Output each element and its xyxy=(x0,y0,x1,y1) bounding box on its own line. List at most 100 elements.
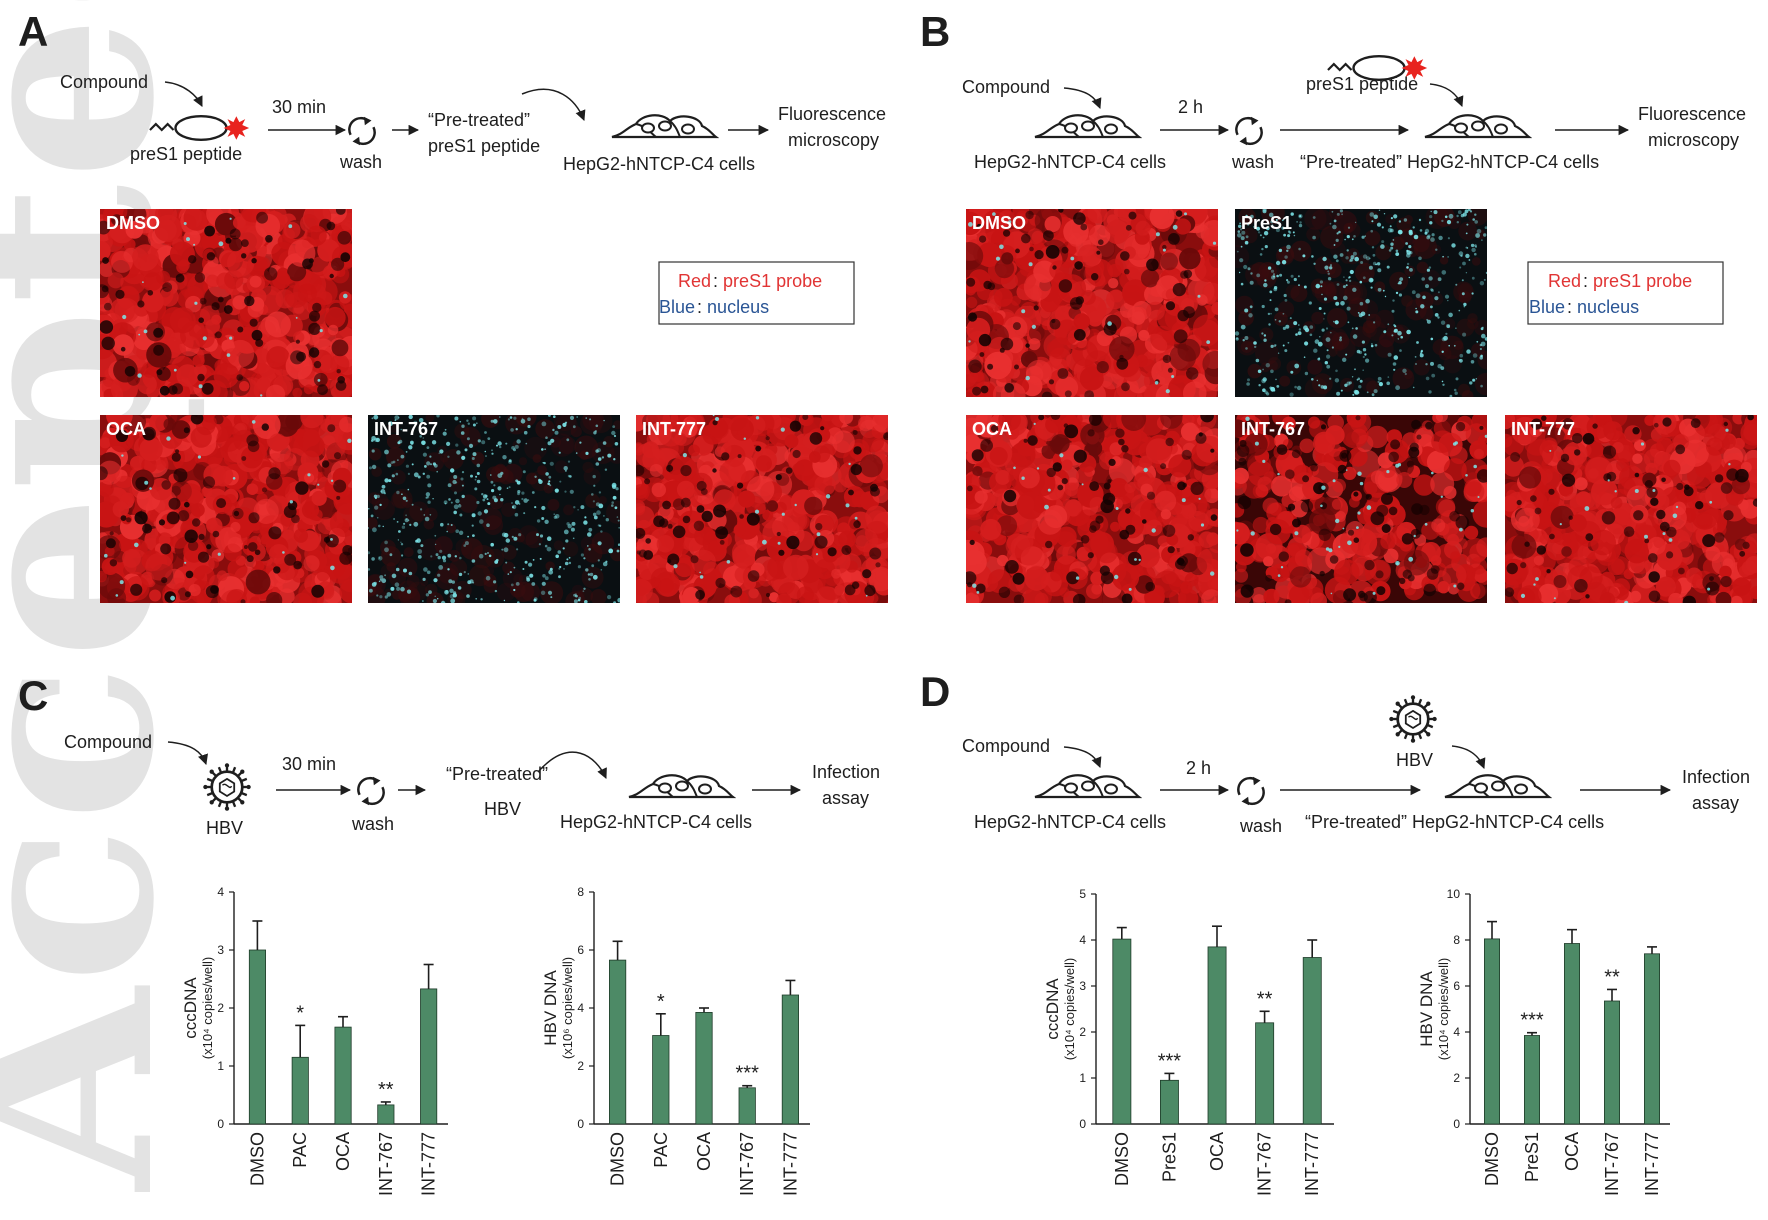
x-category-label: DMSO xyxy=(1112,1132,1132,1186)
bar-oca xyxy=(334,1026,352,1125)
micrograph-b-int-777: INT-777 xyxy=(1505,415,1757,603)
a-time-label: 30 min xyxy=(272,97,326,117)
panel-d: D Compound HepG2-hNTCP-C4 cells 2 h wash… xyxy=(920,668,1750,836)
micrograph-b-int-767: INT-767 xyxy=(1235,415,1487,603)
x-category-label: OCA xyxy=(1207,1132,1227,1171)
x-category-label: INT-777 xyxy=(419,1132,439,1196)
y-tick-label: 5 xyxy=(1079,887,1086,901)
a-legend-sep-1: : xyxy=(713,271,718,291)
micrograph-a-int-777: INT-777 xyxy=(636,415,888,603)
x-category-label: OCA xyxy=(694,1132,714,1171)
x-category-label: DMSO xyxy=(247,1132,267,1186)
a-pretreated-line2: preS1 peptide xyxy=(428,136,540,156)
significance-marker: ** xyxy=(1257,988,1273,1010)
y-tick-label: 2 xyxy=(217,1001,224,1015)
significance-marker: * xyxy=(296,1002,304,1024)
x-category-label: OCA xyxy=(333,1132,353,1171)
panel-c-letter: C xyxy=(18,672,48,719)
x-category-label: OCA xyxy=(1562,1132,1582,1171)
a-readout-line2: microscopy xyxy=(788,130,879,150)
significance-marker: ** xyxy=(378,1079,394,1101)
b-legend-sep-2: : xyxy=(1567,297,1572,317)
d-readout-line2: assay xyxy=(1692,793,1739,813)
b-legend-red-word: Red xyxy=(1548,271,1581,291)
panel-c: C Compound HBV 30 min wash “Pre-treated”… xyxy=(18,672,880,838)
a-wash-label: wash xyxy=(339,152,382,172)
a-legend-blue-text: nucleus xyxy=(707,297,769,317)
y-tick-label: 0 xyxy=(217,1117,224,1131)
a-readout-line1: Fluorescence xyxy=(778,104,886,124)
y-tick-label: 4 xyxy=(577,1001,584,1015)
b-wash-icon xyxy=(1235,115,1263,147)
b-time-label: 2 h xyxy=(1178,97,1203,117)
micrograph-a-dmso: DMSO xyxy=(100,209,352,397)
bar-dmso xyxy=(609,959,627,1125)
y-tick-label: 8 xyxy=(577,885,584,899)
significance-marker: *** xyxy=(1158,1050,1182,1072)
b-legend-sep-1: : xyxy=(1583,271,1588,291)
x-category-label: INT-767 xyxy=(737,1132,757,1196)
panel-b-legend: Red: preS1 probe Blue: nucleus xyxy=(1527,261,1724,325)
bar-int-767 xyxy=(1604,1000,1621,1125)
bar-chart-3: 0 1 2 3 4 5 cccDNA (x10⁴ copies/well) DMSO *** Pre… xyxy=(1043,887,1334,1196)
b-cells-icon xyxy=(1033,114,1141,139)
y-tick-label: 1 xyxy=(217,1059,224,1073)
panel-b-images: DMSO PreS1 OCA INT-767 INT-777 xyxy=(966,209,1757,603)
d-cells-icon xyxy=(1033,774,1141,799)
y-tick-label: 4 xyxy=(217,885,224,899)
c-wash-icon xyxy=(357,775,385,807)
significance-marker: * xyxy=(657,991,665,1013)
y-tick-label: 4 xyxy=(1453,1025,1460,1039)
b-wash-label: wash xyxy=(1231,152,1274,172)
panel-c-schematic: Compound HBV 30 min wash “Pre-treated” H… xyxy=(64,732,880,838)
bar-int-777 xyxy=(420,988,438,1125)
x-category-label: INT-767 xyxy=(1255,1132,1275,1196)
b-pretreated-cells-icon xyxy=(1423,114,1531,139)
micrograph-label: OCA xyxy=(972,419,1012,439)
a-legend-blue-word: Blue xyxy=(659,297,695,317)
a-pretreated-line1: “Pre-treated” xyxy=(428,110,530,130)
x-category-label: INT-777 xyxy=(1642,1132,1662,1196)
b-readout-line2: microscopy xyxy=(1648,130,1739,150)
panel-a-legend: Red: preS1 probe Blue: nucleus xyxy=(658,261,855,325)
c-pretreated-line1: “Pre-treated” xyxy=(446,764,548,784)
micrograph-b-pres1: PreS1 xyxy=(1235,209,1487,397)
d-wash-label: wash xyxy=(1239,816,1282,836)
d-wash-icon xyxy=(1237,775,1265,807)
micrograph-label: INT-767 xyxy=(374,419,438,439)
c-compound-label: Compound xyxy=(64,732,152,752)
panel-b-schematic: Compound HepG2-hNTCP-C4 cells 2 h wash p… xyxy=(962,55,1746,172)
x-category-label: DMSO xyxy=(608,1132,628,1186)
y-tick-label: 0 xyxy=(1453,1117,1460,1131)
x-category-label: DMSO xyxy=(1482,1132,1502,1186)
micrograph-label: OCA xyxy=(106,419,146,439)
d-virus-icon xyxy=(1387,693,1439,745)
y-tick-label: 6 xyxy=(577,943,584,957)
y-tick-label: 1 xyxy=(1079,1071,1086,1085)
c-cells-icon xyxy=(627,774,735,799)
x-category-label: INT-767 xyxy=(1602,1132,1622,1196)
d-time-label: 2 h xyxy=(1186,758,1211,778)
y-axis-unit: (x10⁶ copies/well) xyxy=(560,957,575,1059)
b-legend-blue-text: nucleus xyxy=(1577,297,1639,317)
y-axis-label: HBV DNA xyxy=(541,970,560,1046)
a-cells-icon xyxy=(610,114,718,139)
c-virus-icon xyxy=(201,761,253,813)
bar-oca xyxy=(695,1012,713,1125)
y-tick-label: 4 xyxy=(1079,933,1086,947)
a-wash-icon xyxy=(348,115,376,147)
significance-marker: *** xyxy=(1520,1010,1544,1032)
d-pretreated-cells-icon xyxy=(1443,774,1551,799)
y-tick-label: 0 xyxy=(577,1117,584,1131)
bar-int-767 xyxy=(377,1104,395,1125)
micrograph-label: INT-777 xyxy=(1511,419,1575,439)
bar-chart-4: 0 2 4 6 8 10 HBV DNA (x10⁴ copies/well) DMSO *** P… xyxy=(1417,887,1670,1196)
micrograph-label: INT-777 xyxy=(642,419,706,439)
bar-dmso xyxy=(248,949,267,1125)
bar-int-777 xyxy=(1302,957,1322,1125)
y-axis-unit: (x10⁴ copies/well) xyxy=(1436,958,1451,1060)
bar-pres1 xyxy=(1160,1079,1179,1125)
a-cells-label: HepG2-hNTCP-C4 cells xyxy=(563,154,755,174)
panel-a-letter: A xyxy=(18,8,48,55)
